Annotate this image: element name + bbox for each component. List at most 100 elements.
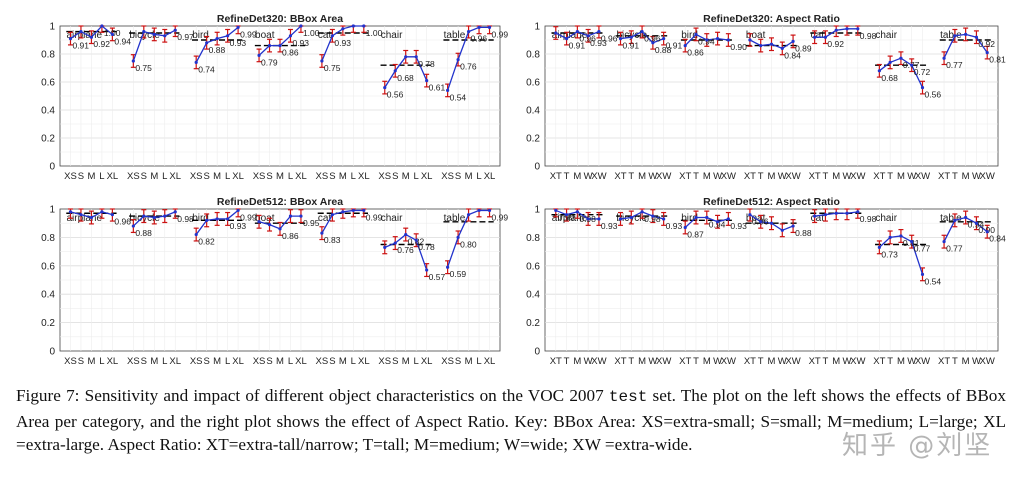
y-tick-label: 0 — [534, 162, 540, 173]
data-point — [173, 210, 177, 214]
x-tick-label: XS — [441, 356, 454, 367]
data-point — [554, 31, 558, 35]
x-tick-label: XT — [614, 171, 626, 182]
x-tick-label: XS — [190, 171, 203, 182]
x-tick-label: XL — [107, 356, 119, 367]
data-point — [564, 37, 569, 41]
data-point — [877, 69, 881, 73]
x-tick-label: XT — [744, 356, 756, 367]
x-tick-label: W — [907, 171, 916, 182]
x-tick-label: S — [203, 171, 209, 182]
x-tick-label: XW — [915, 171, 930, 182]
data-point — [320, 59, 324, 63]
data-label: 0.99 — [558, 212, 575, 222]
data-label: 0.98 — [860, 214, 877, 224]
data-point — [953, 218, 957, 222]
x-tick-label: L — [162, 171, 167, 182]
data-point — [953, 34, 957, 38]
category-label: chair — [875, 213, 897, 224]
category-label: boat — [746, 30, 766, 41]
data-point — [341, 210, 345, 214]
data-point — [586, 217, 590, 221]
data-point — [651, 214, 655, 218]
data-point — [351, 208, 355, 213]
category-label: airplane — [66, 213, 102, 224]
x-tick-label: L — [476, 171, 481, 182]
x-tick-label: W — [778, 171, 787, 182]
data-point — [694, 215, 698, 220]
x-tick-label: XT — [938, 356, 950, 367]
data-label: 0.89 — [795, 43, 812, 53]
data-point — [173, 28, 177, 32]
category-label: boat — [255, 30, 275, 41]
x-tick-label: W — [972, 356, 981, 367]
x-tick-label: XL — [421, 171, 433, 182]
category-label: bicycle — [129, 213, 160, 224]
x-tick-label: S — [78, 356, 84, 367]
data-point — [466, 213, 471, 217]
data-label: 0.68 — [881, 73, 898, 83]
x-tick-label: M — [150, 171, 158, 182]
x-tick-label: XW — [591, 171, 606, 182]
data-point — [888, 60, 892, 64]
x-tick-label: M — [897, 171, 905, 182]
y-tick-label: 0.8 — [41, 50, 55, 61]
data-label: 0.93 — [590, 38, 607, 48]
data-point — [823, 213, 828, 217]
x-tick-label: T — [952, 171, 958, 182]
data-point — [131, 224, 135, 228]
x-tick-label: XS — [64, 356, 77, 367]
x-tick-label: T — [758, 356, 764, 367]
x-tick-label: XS — [378, 356, 391, 367]
x-tick-label: M — [150, 356, 158, 367]
data-point — [813, 214, 817, 218]
data-point — [791, 224, 795, 228]
data-point — [278, 227, 282, 231]
y-tick-label: 1 — [534, 205, 540, 216]
data-point — [163, 34, 167, 38]
x-tick-label: L — [288, 171, 293, 182]
data-label: 0.59 — [450, 269, 467, 279]
data-point — [564, 213, 569, 217]
data-point — [236, 25, 240, 29]
x-tick-label: T — [564, 356, 570, 367]
category-label: bird — [192, 213, 209, 224]
data-label: 1.00 — [366, 28, 383, 38]
data-point — [383, 86, 387, 90]
x-tick-label: W — [907, 356, 916, 367]
x-tick-label: M — [768, 171, 776, 182]
data-point — [651, 41, 655, 45]
x-tick-label: T — [758, 171, 764, 182]
data-label: 0.91 — [569, 41, 586, 51]
data-label: 0.88 — [135, 228, 152, 238]
x-tick-label: XL — [169, 356, 181, 367]
data-point — [942, 240, 946, 244]
x-tick-label: XL — [358, 171, 370, 182]
y-tick-label: 0.8 — [526, 233, 540, 244]
data-label: 0.57 — [429, 272, 446, 282]
data-point — [393, 69, 397, 73]
data-label: 0.96 — [471, 34, 488, 44]
x-tick-label: XW — [721, 171, 736, 182]
data-point — [964, 215, 968, 220]
x-tick-label: XS — [127, 171, 140, 182]
data-label: 0.91 — [666, 41, 683, 51]
data-label: 0.96 — [114, 217, 131, 227]
data-point — [110, 213, 114, 217]
x-tick-label: M — [832, 171, 840, 182]
data-label: 0.93 — [230, 38, 247, 48]
x-tick-label: M — [573, 356, 581, 367]
y-tick-label: 0.6 — [526, 78, 540, 89]
x-tick-label: XT — [809, 171, 821, 182]
x-tick-label: M — [87, 356, 95, 367]
x-tick-label: XS — [316, 171, 329, 182]
data-point — [780, 46, 784, 51]
x-tick-label: XW — [980, 356, 995, 367]
data-point — [575, 210, 579, 214]
y-tick-label: 1 — [534, 22, 540, 33]
x-tick-label: M — [638, 356, 646, 367]
x-tick-label: M — [832, 356, 840, 367]
x-tick-label: S — [329, 356, 335, 367]
y-tick-label: 0.6 — [41, 261, 55, 272]
x-tick-label: XT — [550, 171, 562, 182]
